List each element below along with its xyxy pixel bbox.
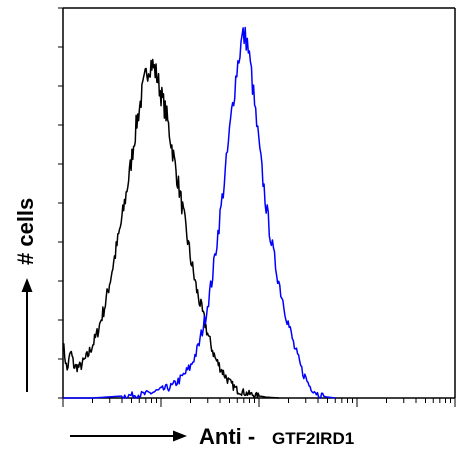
y-axis-arrow-head (21, 278, 33, 292)
series-line-1 (62, 58, 280, 399)
x-axis-target-label: GTF2IRD1 (272, 429, 354, 448)
x-axis-label: Anti - (199, 424, 255, 449)
x-axis-arrow-head (173, 430, 187, 442)
x-axis-label-group: Anti - GTF2IRD1 (70, 424, 354, 449)
y-axis-ticks (58, 7, 63, 399)
plot-frame (62, 7, 456, 399)
y-axis-label: # cells (13, 198, 38, 265)
series-layer (62, 26, 336, 399)
y-axis-label-group: # cells (13, 198, 38, 392)
x-axis-ticks (62, 398, 456, 407)
series-line-2 (63, 26, 336, 399)
